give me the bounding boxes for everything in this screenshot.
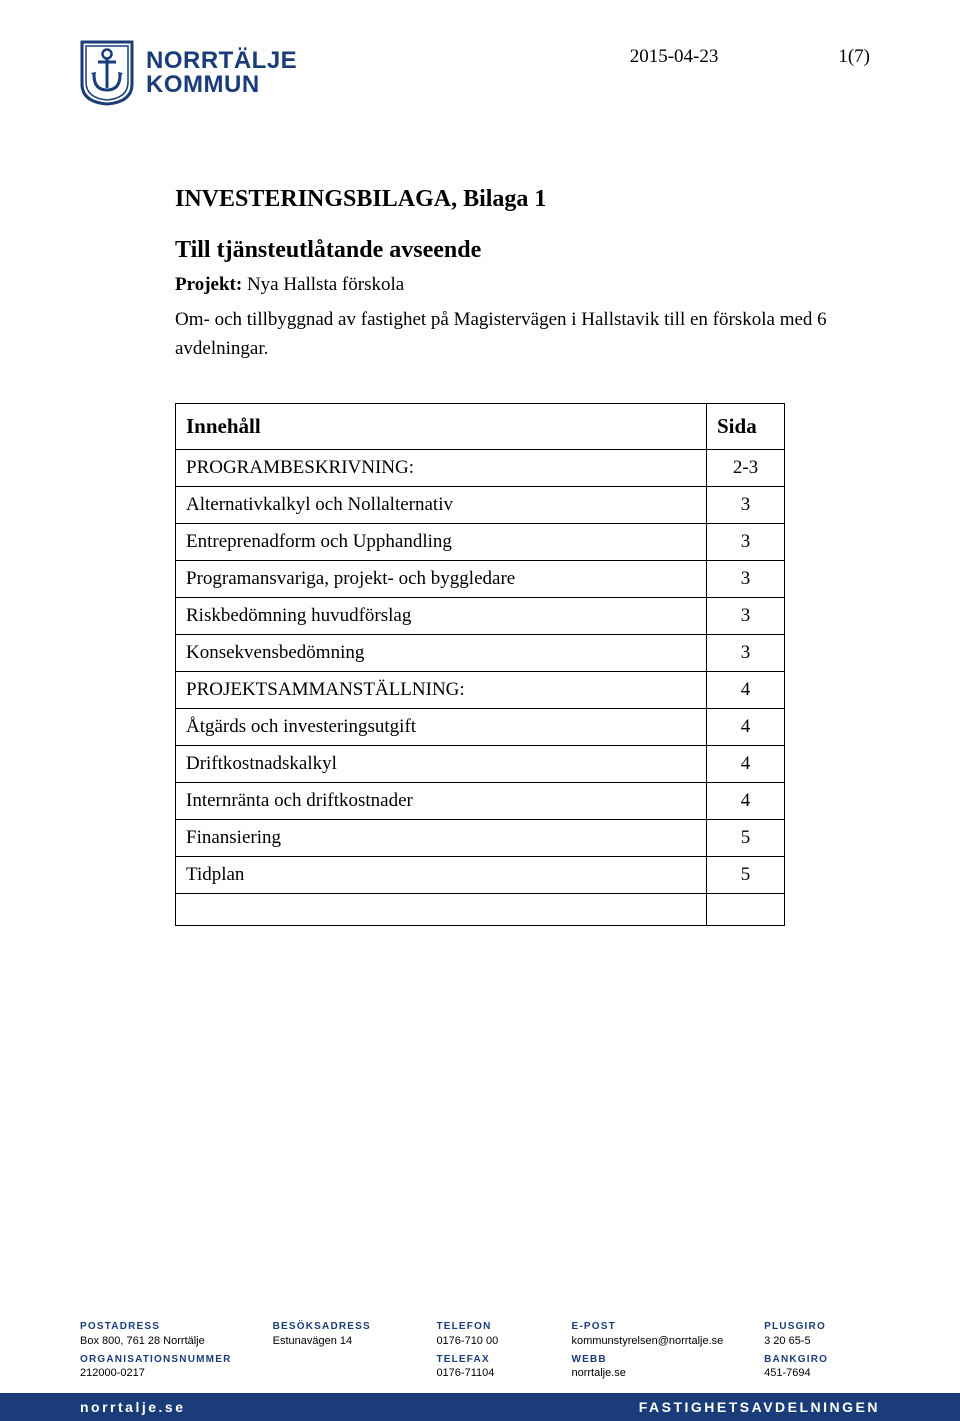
toc-row: Riskbedömning huvudförslag3 [176,598,785,635]
toc-row-page [707,894,785,926]
document-date: 2015-04-23 [630,46,719,68]
toc-row: Tidplan5 [176,857,785,894]
toc-row: PROGRAMBESKRIVNING:2-3 [176,450,785,487]
toc-row [176,894,785,926]
toc-row: Programansvariga, projekt- och byggledar… [176,561,785,598]
footer-value: 212000-0217 [80,1366,253,1381]
org-wordmark: NORRTÄLJE KOMMUN [146,49,297,97]
org-name-line1: NORRTÄLJE [146,49,297,73]
toc-row: Entreprenadform och Upphandling3 [176,524,785,561]
footer-label: TELEFON [436,1320,551,1334]
toc-row-page: 4 [707,672,785,709]
document-description: Om- och tillbyggnad av fastighet på Magi… [175,306,860,363]
project-label: Projekt: [175,274,242,295]
footer-value: 3 20 65-5 [764,1334,860,1349]
footer-column: E-POSTkommunstyrelsen@norrtalje.se WEBBno… [572,1320,765,1385]
footer-column: POSTADRESSBox 800, 761 28 Norrtälje ORGAN… [80,1320,273,1385]
toc-row-page: 3 [707,598,785,635]
toc-header-content: Innehåll [176,404,707,450]
toc-row: Driftkostnadskalkyl4 [176,746,785,783]
footer-value: norrtalje.se [572,1366,745,1381]
toc-row: Åtgärds och investeringsutgift4 [176,709,785,746]
toc-row-label: Åtgärds och investeringsutgift [176,709,707,746]
toc-row-label: Finansiering [176,820,707,857]
footer-value: kommunstyrelsen@norrtalje.se [572,1334,745,1349]
org-logo-block: NORRTÄLJE KOMMUN [80,40,297,106]
toc-row-label: PROJEKTSAMMANSTÄLLNING: [176,672,707,709]
footer-label: ORGANISATIONSNUMMER [80,1353,253,1367]
toc-row-label: Alternativkalkyl och Nollalternativ [176,487,707,524]
footer-value: 451-7694 [764,1366,860,1381]
toc-table: Innehåll Sida PROGRAMBESKRIVNING:2-3Alte… [175,403,785,926]
footer-column: PLUSGIRO3 20 65-5 BANKGIRO451-7694 [764,1320,880,1385]
footer-bar: norrtalje.se FASTIGHETSAVDELNINGEN [0,1393,960,1421]
page-footer: POSTADRESSBox 800, 761 28 Norrtälje ORGAN… [0,1320,960,1421]
toc-row-page: 4 [707,783,785,820]
footer-bar-left: norrtalje.se [80,1399,185,1415]
footer-bar-right: FASTIGHETSAVDELNINGEN [639,1399,880,1415]
footer-label: PLUSGIRO [764,1320,860,1334]
project-line: Projekt: Nya Hallsta förskola [175,274,860,296]
toc-row-page: 4 [707,709,785,746]
org-name-line2: KOMMUN [146,73,297,97]
crest-icon [80,40,134,106]
toc-row-label: Riskbedömning huvudförslag [176,598,707,635]
toc-row-page: 4 [707,746,785,783]
page-indicator: 1(7) [838,46,870,68]
page-header: NORRTÄLJE KOMMUN 2015-04-23 1(7) [80,40,880,106]
document-title: INVESTERINGSBILAGA, Bilaga 1 [175,186,860,213]
footer-column: TELEFON0176-710 00 TELEFAX0176-71104 [436,1320,571,1385]
toc-row-page: 3 [707,487,785,524]
toc-row-page: 3 [707,561,785,598]
toc-row-page: 2-3 [707,450,785,487]
toc-row-label: Programansvariga, projekt- och byggledar… [176,561,707,598]
toc-row-label: PROGRAMBESKRIVNING: [176,450,707,487]
footer-value: 0176-71104 [436,1366,551,1381]
footer-value: Estunavägen 14 [273,1334,417,1349]
footer-label: TELEFAX [436,1353,551,1367]
footer-label: POSTADRESS [80,1320,253,1334]
document-content: INVESTERINGSBILAGA, Bilaga 1 Till tjänst… [80,186,880,926]
footer-label: WEBB [572,1353,745,1367]
toc-row-label: Internränta och driftkostnader [176,783,707,820]
toc-row: Finansiering5 [176,820,785,857]
toc-header-row: Innehåll Sida [176,404,785,450]
toc-row: Alternativkalkyl och Nollalternativ3 [176,487,785,524]
document-page: NORRTÄLJE KOMMUN 2015-04-23 1(7) INVESTE… [0,0,960,1421]
toc-header-page: Sida [707,404,785,450]
toc-row-label: Konsekvensbedömning [176,635,707,672]
project-name: Nya Hallsta förskola [247,274,404,295]
toc-row: Internränta och driftkostnader4 [176,783,785,820]
toc-row-page: 3 [707,635,785,672]
toc-row-page: 5 [707,820,785,857]
toc-row-label: Driftkostnadskalkyl [176,746,707,783]
toc-row-page: 3 [707,524,785,561]
document-subheading: Till tjänsteutlåtande avseende [175,237,860,264]
footer-value: Box 800, 761 28 Norrtälje [80,1334,253,1349]
toc-row: PROJEKTSAMMANSTÄLLNING:4 [176,672,785,709]
date-page-block: 2015-04-23 1(7) [630,40,880,68]
footer-label: E-POST [572,1320,745,1334]
footer-column: BESÖKSADRESSEstunavägen 14 [273,1320,437,1385]
footer-columns: POSTADRESSBox 800, 761 28 Norrtälje ORGAN… [0,1320,960,1393]
toc-row-label: Entreprenadform och Upphandling [176,524,707,561]
footer-label: BESÖKSADRESS [273,1320,417,1334]
toc-row-label: Tidplan [176,857,707,894]
toc-row-page: 5 [707,857,785,894]
footer-label: BANKGIRO [764,1353,860,1367]
footer-value: 0176-710 00 [436,1334,551,1349]
toc-row-label [176,894,707,926]
toc-row: Konsekvensbedömning3 [176,635,785,672]
